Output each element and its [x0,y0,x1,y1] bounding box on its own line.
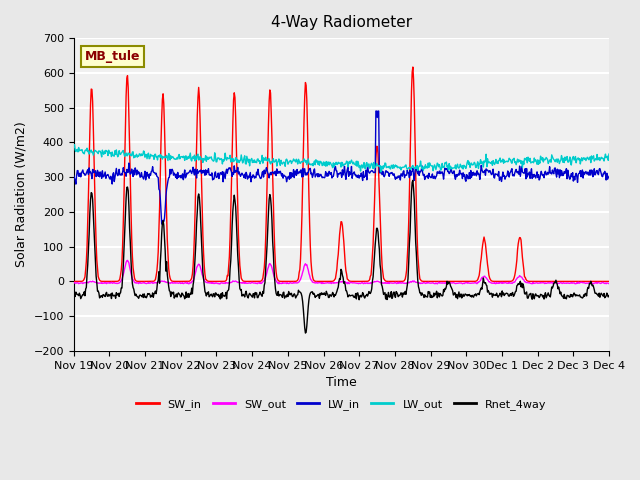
Text: MB_tule: MB_tule [84,50,140,63]
Legend: SW_in, SW_out, LW_in, LW_out, Rnet_4way: SW_in, SW_out, LW_in, LW_out, Rnet_4way [132,394,550,414]
Y-axis label: Solar Radiation (W/m2): Solar Radiation (W/m2) [15,121,28,267]
Title: 4-Way Radiometer: 4-Way Radiometer [271,15,412,30]
X-axis label: Time: Time [326,376,356,389]
